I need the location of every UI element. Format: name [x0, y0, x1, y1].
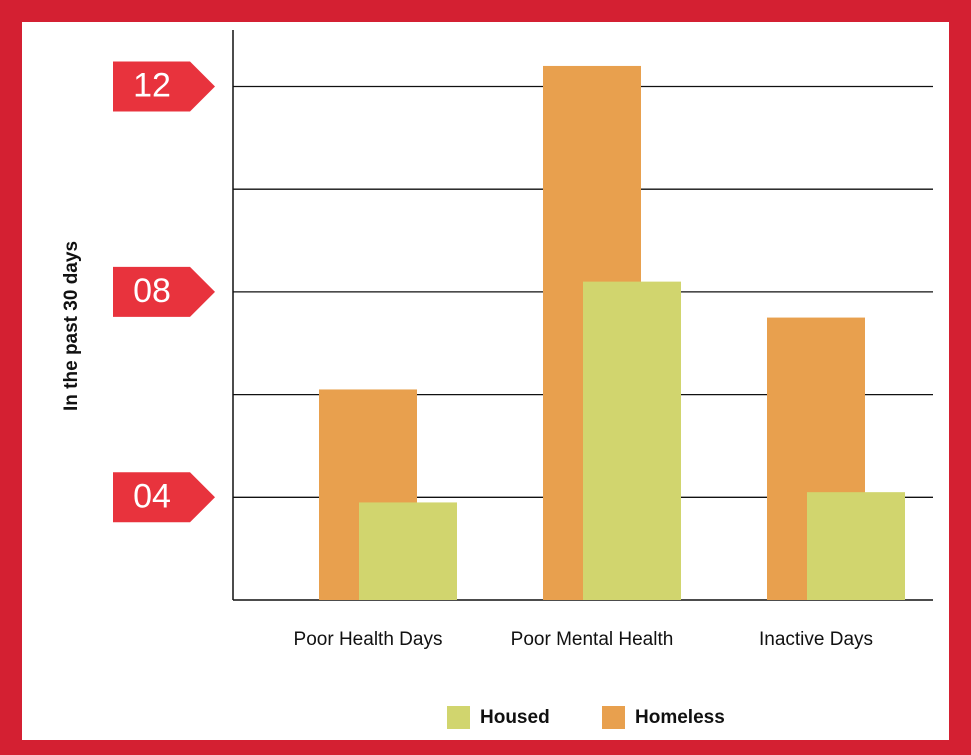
- bar: [583, 281, 681, 600]
- x-tick-label: Poor Mental Health: [511, 629, 674, 650]
- bar: [359, 502, 457, 600]
- legend-swatch: [447, 706, 470, 729]
- y-tick-label: 04: [133, 477, 171, 515]
- x-tick-label: Inactive Days: [759, 629, 873, 650]
- legend-swatch: [602, 706, 625, 729]
- bar: [807, 492, 905, 600]
- y-axis-label: In the past 30 days: [61, 241, 82, 411]
- y-tick-label: 08: [133, 272, 171, 310]
- tick-flag: [113, 472, 215, 523]
- tick-flag: [113, 266, 215, 317]
- legend-label: Homeless: [635, 707, 725, 728]
- x-tick-label: Poor Health Days: [294, 629, 443, 650]
- y-tick-label: 12: [133, 66, 171, 104]
- tick-flag: [113, 61, 215, 112]
- legend-label: Housed: [480, 707, 550, 728]
